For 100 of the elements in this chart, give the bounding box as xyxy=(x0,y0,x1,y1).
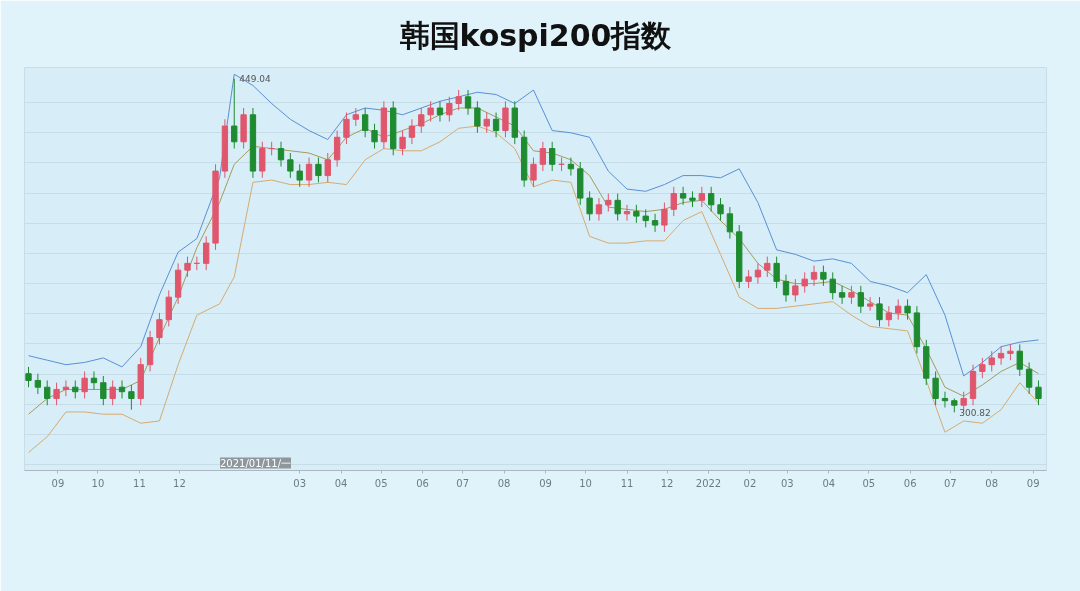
candlestick xyxy=(436,100,444,123)
candlestick xyxy=(53,382,60,406)
candlestick xyxy=(1025,361,1033,395)
x-tick-label: 2022 xyxy=(695,477,722,489)
x-tick-label: 11 xyxy=(620,477,634,489)
candlestick xyxy=(333,130,341,168)
annotation: 449.04 xyxy=(239,74,272,85)
candlestick xyxy=(25,366,32,388)
candlestick xyxy=(810,265,818,287)
candlestick xyxy=(371,123,378,150)
candlestick xyxy=(203,235,210,271)
x-tick-label: 05 xyxy=(862,477,876,489)
candlestick xyxy=(539,141,547,172)
candlestick xyxy=(904,298,911,321)
candlestick xyxy=(128,384,135,411)
x-tick-label: 12 xyxy=(660,477,674,489)
candlestick xyxy=(502,100,509,138)
candlestick xyxy=(324,152,331,183)
candlestick xyxy=(726,206,734,240)
candlestick xyxy=(287,152,294,179)
candlestick xyxy=(670,186,677,217)
candlestick xyxy=(651,213,659,233)
candlestick xyxy=(474,100,481,134)
x-tick-label: 06 xyxy=(903,477,917,489)
candlestick xyxy=(530,157,537,188)
candlestick xyxy=(941,391,949,408)
x-tick-label: 10 xyxy=(579,477,592,489)
candlestick xyxy=(801,271,808,294)
candlestick xyxy=(876,296,883,327)
x-tick-label: 08 xyxy=(497,477,511,489)
candlestick xyxy=(997,346,1005,366)
candlestick xyxy=(773,256,780,289)
candlestick xyxy=(642,208,649,228)
candlestick xyxy=(343,112,350,145)
candlestick xyxy=(305,157,313,188)
candlestick xyxy=(408,118,416,145)
candlestick xyxy=(109,379,116,406)
candlestick xyxy=(979,357,986,379)
x-tick-label: 04 xyxy=(822,477,836,489)
x-tick-label: 02 xyxy=(743,477,757,489)
candlestick xyxy=(44,379,51,406)
candlestick xyxy=(455,89,462,111)
candlestick xyxy=(1016,343,1023,377)
candlestick xyxy=(586,190,593,222)
candlestick xyxy=(1035,379,1042,406)
candlestick xyxy=(492,112,500,138)
candlestick xyxy=(838,285,846,305)
candlestick xyxy=(549,141,556,172)
candlestick xyxy=(315,157,322,183)
candlestick xyxy=(623,204,631,222)
x-tick-label: 12 xyxy=(173,477,186,489)
candlestick xyxy=(231,78,238,150)
x-tick-label: 07 xyxy=(943,477,957,489)
candlestick xyxy=(764,256,771,278)
x-tick-label: 09 xyxy=(1026,477,1040,489)
candlestick xyxy=(184,256,191,278)
x-tick-label: 08 xyxy=(985,477,999,489)
candlestick xyxy=(698,186,705,208)
x-tick-label: 03 xyxy=(780,477,794,489)
candlestick xyxy=(595,197,603,222)
x-tick-label: 09 xyxy=(51,477,65,489)
x-tick-label: 11 xyxy=(133,477,146,489)
candlestick xyxy=(165,289,172,327)
candlestick xyxy=(988,350,995,372)
candlestick xyxy=(717,197,724,222)
candlestick xyxy=(361,107,369,138)
candlestick xyxy=(895,298,902,321)
candlestick xyxy=(296,163,303,188)
x-tick-label: 06 xyxy=(416,477,429,489)
candlestick xyxy=(81,370,88,399)
candlestick xyxy=(427,100,434,123)
annotation: 300.82 xyxy=(959,407,991,418)
candlestick xyxy=(754,262,762,285)
candlestick xyxy=(72,379,79,399)
candlestick xyxy=(633,204,640,224)
candlestick xyxy=(885,305,893,327)
x-tick-label: 07 xyxy=(456,477,470,489)
candlestick xyxy=(156,312,163,345)
candlestick xyxy=(782,274,790,303)
x-tick-label: 04 xyxy=(334,477,348,489)
candlestick xyxy=(605,193,612,213)
candlestick xyxy=(792,278,799,303)
chart-title: 韩国kospi200指数 xyxy=(398,17,673,53)
candlestick xyxy=(857,285,864,314)
candlestick xyxy=(848,285,855,305)
candlestick xyxy=(483,112,490,134)
candlestick xyxy=(259,141,266,179)
candlestick xyxy=(679,186,687,206)
candlestick xyxy=(100,375,107,406)
x-tick-label: 10 xyxy=(91,477,105,489)
candlestick xyxy=(661,202,668,233)
candlestick xyxy=(446,96,453,123)
candlestick xyxy=(932,370,939,406)
candlestick xyxy=(614,193,621,222)
candlestick xyxy=(745,269,752,289)
candlestick xyxy=(418,107,425,134)
candlestick xyxy=(34,373,42,395)
candlestick xyxy=(820,265,827,287)
candlestick xyxy=(399,130,406,156)
candlestick xyxy=(708,186,715,213)
